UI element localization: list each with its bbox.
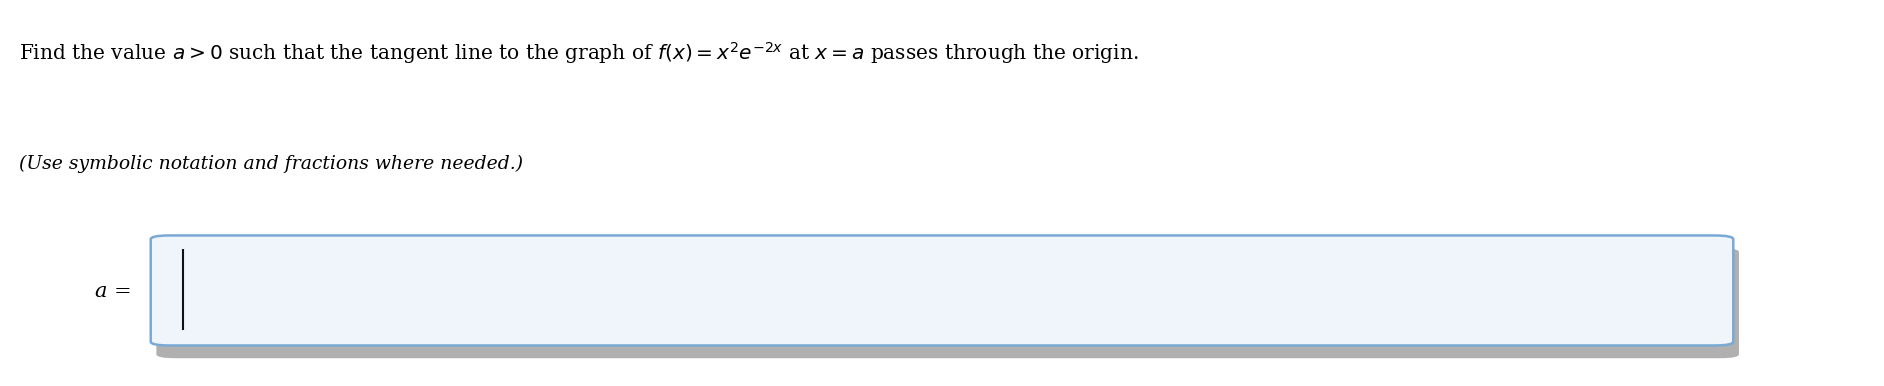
Text: (Use symbolic notation and fractions where needed.): (Use symbolic notation and fractions whe… xyxy=(19,154,524,173)
FancyBboxPatch shape xyxy=(151,235,1733,345)
Text: Find the value $a > 0$ such that the tangent line to the graph of $f(x) = x^2e^{: Find the value $a > 0$ such that the tan… xyxy=(19,41,1138,66)
FancyBboxPatch shape xyxy=(156,248,1739,358)
Text: a =: a = xyxy=(94,282,132,301)
